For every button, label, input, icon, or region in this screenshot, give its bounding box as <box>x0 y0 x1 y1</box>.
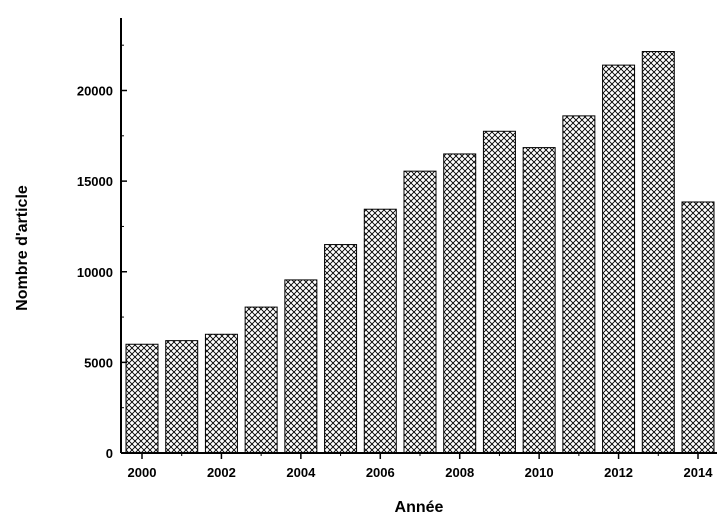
y-tick-label: 5000 <box>84 355 113 370</box>
bar-2003 <box>244 306 278 454</box>
y-tick-label: 0 <box>106 446 113 461</box>
bar-2006 <box>363 208 397 454</box>
bar-2009 <box>482 130 516 454</box>
bar-2005 <box>324 244 358 454</box>
y-tick-label: 10000 <box>77 265 113 280</box>
bar-2008 <box>443 153 477 454</box>
bar-2013 <box>641 51 675 454</box>
bar-2012 <box>602 64 636 454</box>
x-tick-label: 2008 <box>445 465 474 480</box>
ticks: 0 5000 10000 15000 20000 2000 2002 2004 2006 2008… <box>77 44 714 480</box>
x-tick-label: 2006 <box>366 465 395 480</box>
bar-2004 <box>284 279 318 454</box>
bar-2002 <box>204 333 238 454</box>
bar-2010 <box>522 147 556 454</box>
bar-2001 <box>165 340 199 454</box>
bar-2007 <box>403 170 437 454</box>
x-tick-label: 2010 <box>525 465 554 480</box>
x-tick-label: 2004 <box>286 465 316 480</box>
x-tick-label: 2012 <box>604 465 633 480</box>
bar-2014 <box>681 201 715 454</box>
x-tick-label: 2014 <box>684 465 714 480</box>
x-axis-title: Année <box>395 499 444 516</box>
y-tick-label: 15000 <box>77 174 113 189</box>
bar-group <box>125 51 715 454</box>
bar-2000 <box>125 343 159 454</box>
x-tick-label: 2002 <box>207 465 236 480</box>
bar-2011 <box>562 115 596 454</box>
y-tick-label: 20000 <box>77 84 113 99</box>
y-axis-title: Nombre d'article <box>14 185 31 311</box>
x-tick-label: 2000 <box>128 465 157 480</box>
